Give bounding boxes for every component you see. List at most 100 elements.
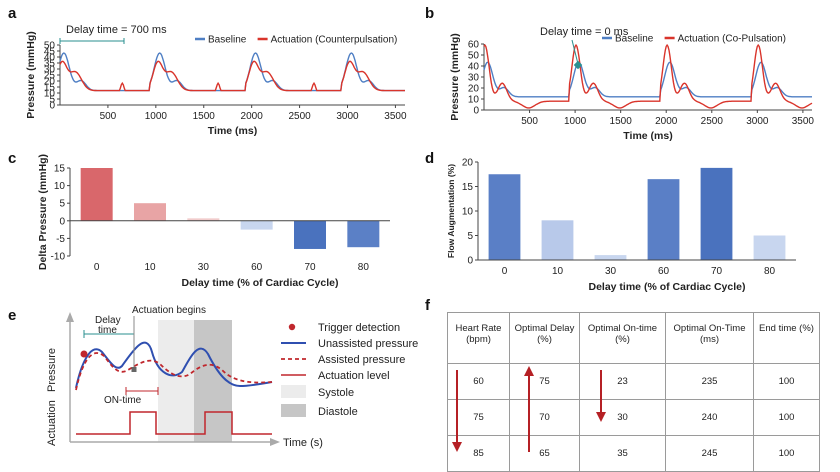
y-tick-label: 0 xyxy=(59,216,65,227)
y-tick-label: 15 xyxy=(462,182,474,193)
y-tick-label: 20 xyxy=(468,84,480,95)
on-time-label: ON-time xyxy=(104,395,142,406)
x-tick-label: 60 xyxy=(251,262,263,273)
pressure-axis-arrow xyxy=(66,312,74,322)
diastole-band xyxy=(194,320,232,442)
x-axis-label: Time (ms) xyxy=(208,125,257,137)
bar xyxy=(700,167,733,260)
x-tick-label: 80 xyxy=(358,262,370,273)
delay-label-line2: time xyxy=(98,325,117,336)
x-axis-label: Delay time (% of Cardiac Cycle) xyxy=(589,281,746,293)
y-tick-label: 20 xyxy=(44,77,56,88)
y-axis-label: Delta Pressure (mmHg) xyxy=(37,154,49,270)
x-tick-label: 500 xyxy=(521,116,538,127)
x-tick-label: 2500 xyxy=(288,111,311,122)
chart-d-bar: 0 5 10 15 20 0 10 30 60 70 80 Delay time (% of Card… xyxy=(446,158,796,293)
x-tick-label: 1500 xyxy=(193,111,216,122)
x-tick-label: 3000 xyxy=(336,111,359,122)
legend-diastole-label: Diastole xyxy=(318,406,358,418)
x-tick-label: 2500 xyxy=(701,116,724,127)
x-tick-label: 500 xyxy=(100,111,117,122)
panel-label-c: c xyxy=(8,150,16,167)
actuation-axis-label: Actuation xyxy=(46,400,58,446)
x-tick-label: 3500 xyxy=(792,116,815,127)
legend-systole-box xyxy=(281,385,306,398)
y-tick-label: 30 xyxy=(468,73,480,84)
table-cell: 30 xyxy=(579,399,666,436)
x-tick-label: 3500 xyxy=(384,111,407,122)
unassisted-pressure-curve xyxy=(75,341,273,389)
actuation-level-line xyxy=(76,411,272,435)
on-time-down-arrowhead xyxy=(596,412,606,422)
y-tick-label: 0 xyxy=(49,101,55,112)
y-tick-label: 15 xyxy=(54,164,66,175)
table-cell: 23 xyxy=(579,363,666,400)
schematic-legend: Trigger detection Unassisted pressure As… xyxy=(281,322,418,418)
y-axis-label: Pressure (mmHg) xyxy=(25,31,37,119)
header-heart-rate: Heart Rate (bpm) xyxy=(447,312,510,364)
header-end-time: End time (%) xyxy=(753,312,820,364)
x-tick-label: 30 xyxy=(198,262,210,273)
bar xyxy=(488,174,521,260)
bar xyxy=(240,220,273,230)
bar xyxy=(753,235,786,260)
legend-label: Baseline xyxy=(208,35,247,46)
series-line-actuation xyxy=(59,60,405,92)
bar xyxy=(647,179,680,260)
series-line-baseline xyxy=(483,61,812,98)
table-cell: 235 xyxy=(665,363,754,400)
y-tick-label: 5 xyxy=(467,231,473,242)
pressure-axis-label: Pressure xyxy=(46,348,58,392)
delay-up-arrowhead xyxy=(524,366,534,376)
legend-unassisted-label: Unassisted pressure xyxy=(318,338,418,350)
chart-c-bar: -10 -5 0 5 10 15 0 10 30 60 70 80 Delay time (% of C… xyxy=(37,154,390,289)
y-tick-label: 5 xyxy=(59,199,65,210)
table-arrows xyxy=(452,366,606,452)
y-tick-label: 50 xyxy=(468,51,480,62)
x-axis-label: Time (ms) xyxy=(623,130,672,142)
y-tick-label: 15 xyxy=(44,83,56,94)
y-tick-label: 40 xyxy=(44,53,56,64)
y-tick-label: 60 xyxy=(468,40,480,51)
y-axis-label: Flow Augmentation (%) xyxy=(446,164,456,258)
x-tick-label: 1000 xyxy=(564,116,587,127)
x-tick-label: 70 xyxy=(711,266,723,277)
x-tick-label: 80 xyxy=(764,266,776,277)
legend-assisted-label: Assisted pressure xyxy=(318,354,405,366)
actuation-begins-marker xyxy=(131,367,137,372)
delay-annotation: Delay time = 0 ms xyxy=(540,26,629,38)
panel-label-e: e xyxy=(8,307,16,324)
bar xyxy=(347,220,380,248)
trigger-detection-dot xyxy=(80,350,88,358)
legend-trigger-label: Trigger detection xyxy=(318,322,400,334)
bar xyxy=(187,218,220,221)
x-tick-label: 30 xyxy=(605,266,617,277)
table-cell: 100 xyxy=(753,363,820,400)
bar xyxy=(80,168,113,221)
delay-pointer xyxy=(571,39,579,65)
x-tick-label: 1000 xyxy=(145,111,168,122)
x-axis-label: Delay time (% of Cardiac Cycle) xyxy=(182,277,339,289)
panel-label-b: b xyxy=(425,5,434,22)
x-tick-label: 3000 xyxy=(746,116,769,127)
delay-label-line1: Delay xyxy=(95,315,121,326)
y-tick-label: 10 xyxy=(462,207,474,218)
y-tick-label: 25 xyxy=(44,71,56,82)
panel-label-f: f xyxy=(425,297,431,314)
legend-label: Baseline xyxy=(615,34,654,45)
x-tick-label: 70 xyxy=(304,262,316,273)
legend-label: Actuation (Counterpulsation) xyxy=(271,35,398,46)
y-tick-label: 45 xyxy=(44,47,56,58)
y-tick-label: 40 xyxy=(468,62,480,73)
y-tick-label: 0 xyxy=(467,256,473,267)
x-tick-label: 10 xyxy=(144,262,156,273)
header-optimal-delay: Optimal Delay (%) xyxy=(509,312,580,364)
series-line-baseline xyxy=(59,52,405,92)
delay-annotation: Delay time = 700 ms xyxy=(66,24,167,36)
schematic-e: Pressure Actuation Time (s) Delay time A… xyxy=(46,305,323,449)
assisted-pressure-curve xyxy=(75,352,273,391)
header-optimal-on-time-pct: Optimal On-time (%) xyxy=(579,312,666,364)
y-tick-label: -5 xyxy=(56,234,65,245)
